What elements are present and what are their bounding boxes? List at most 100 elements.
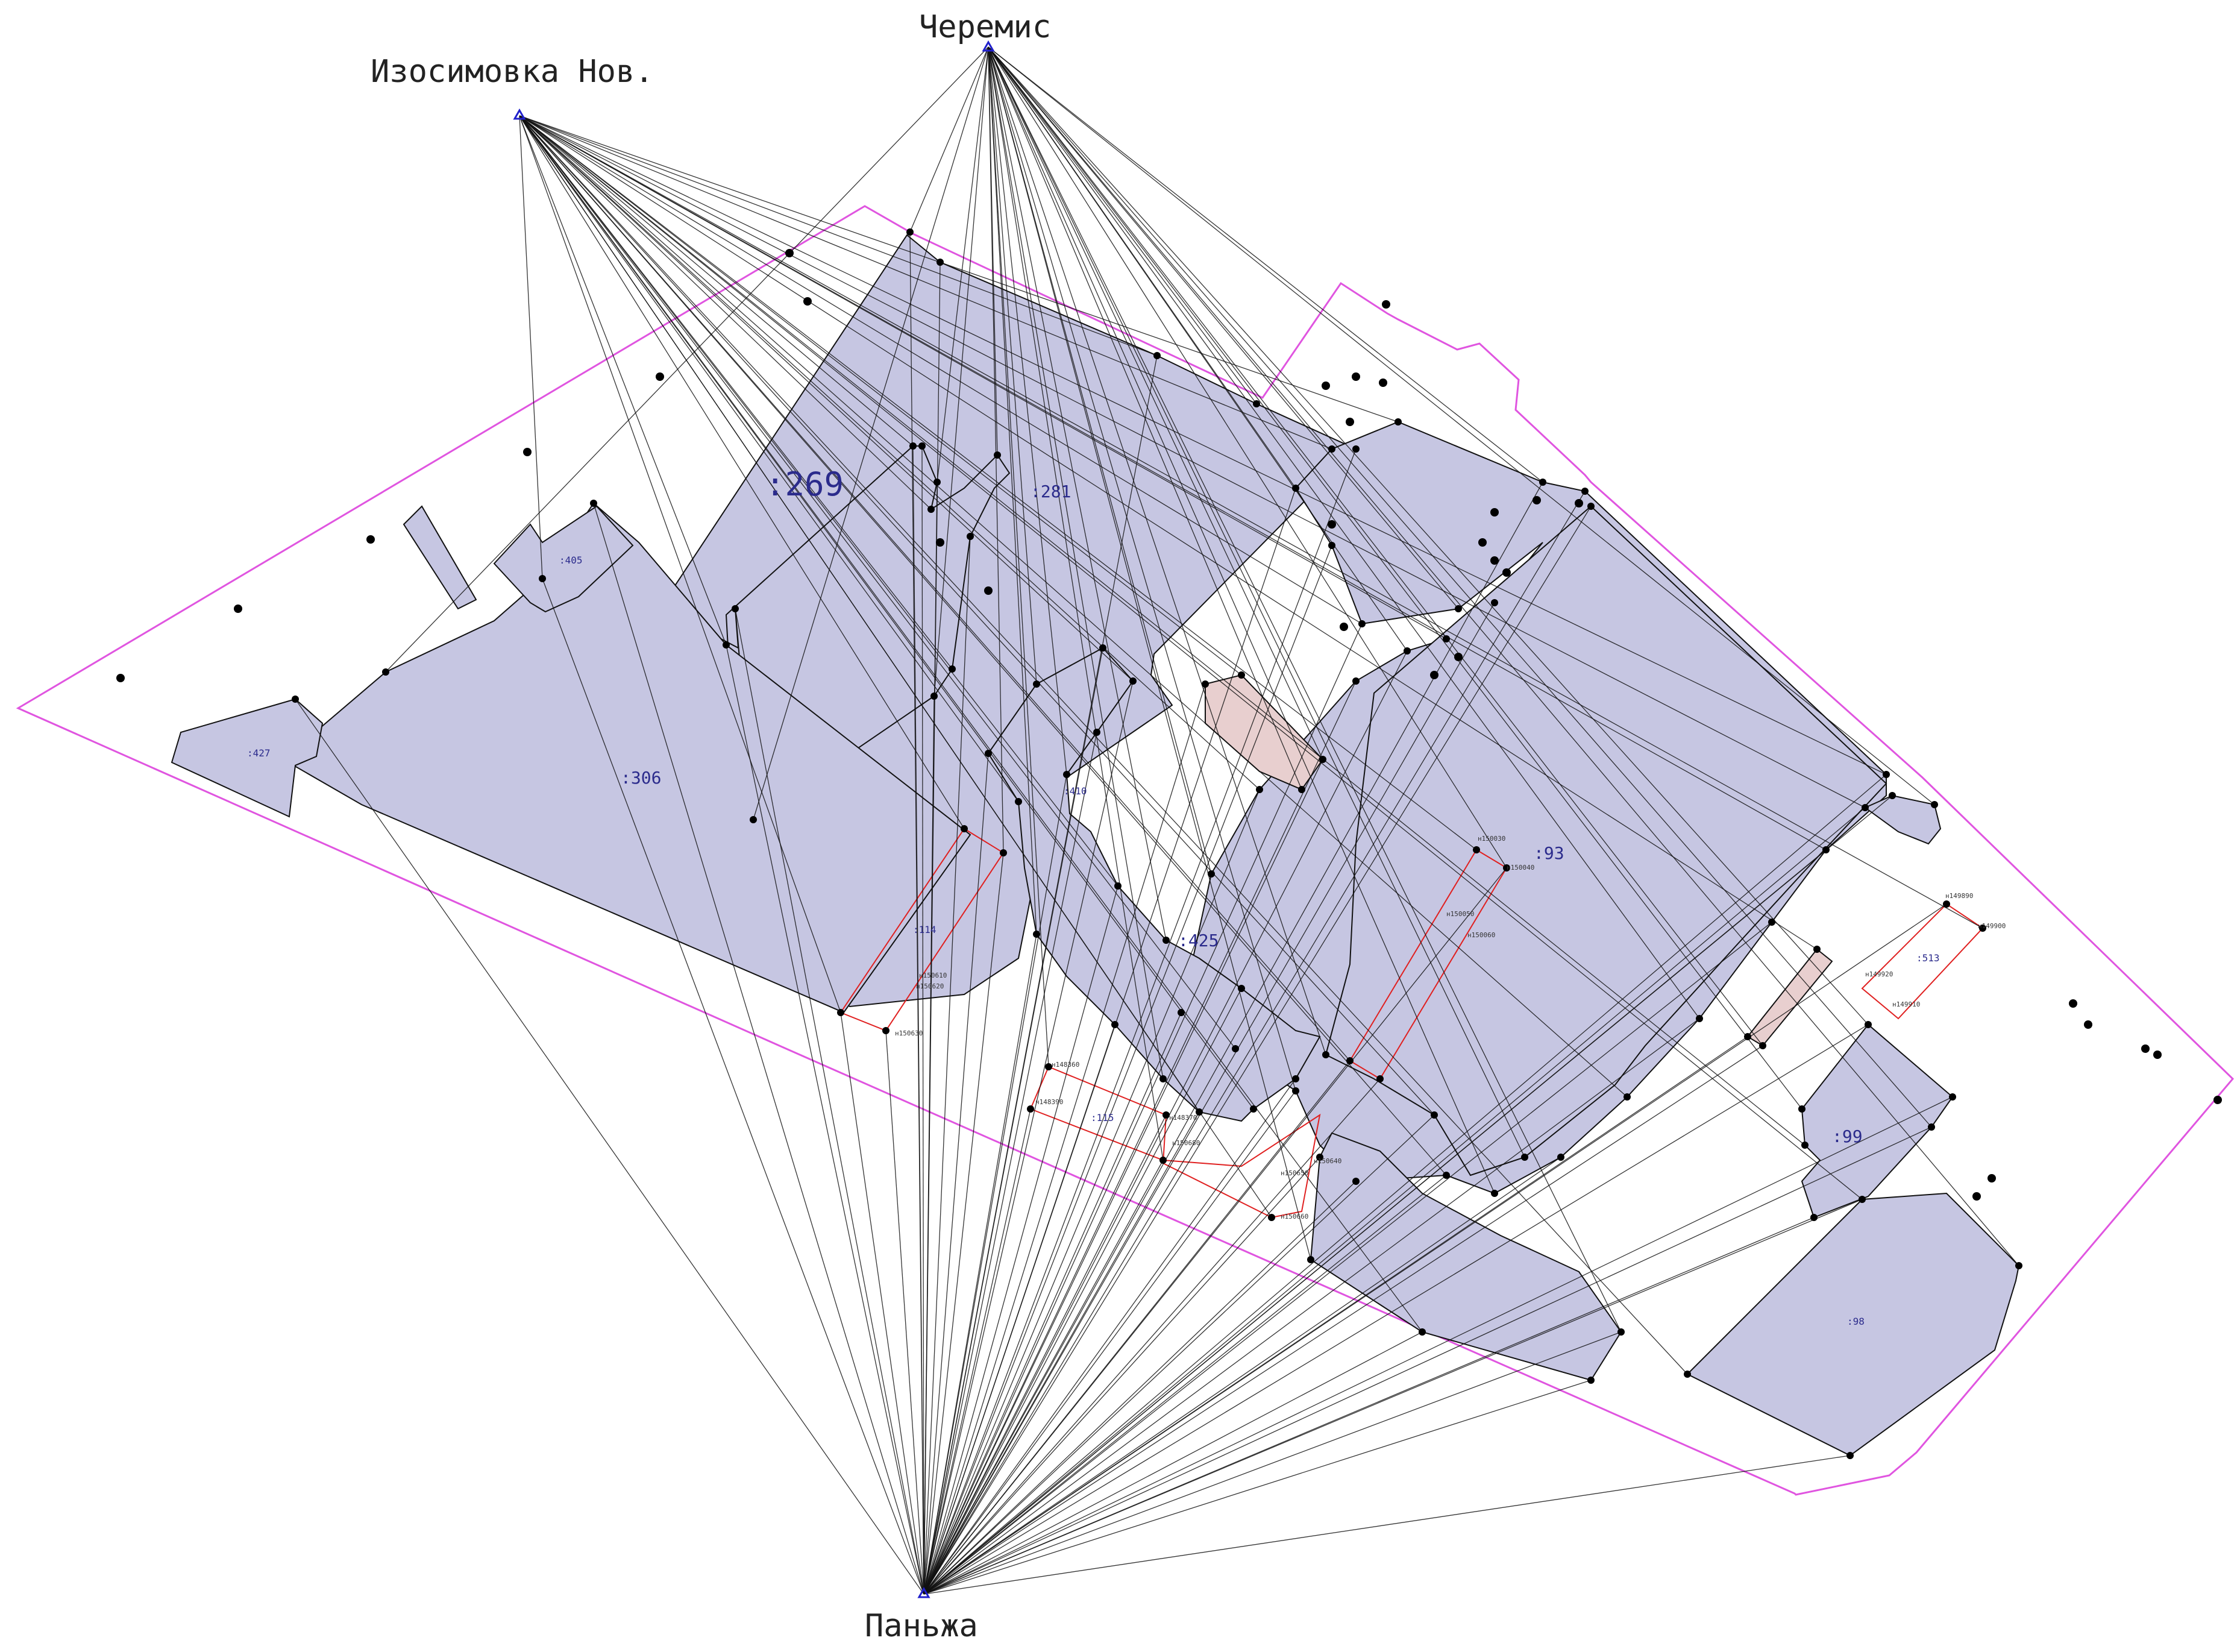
ray-line — [519, 115, 1242, 676]
ray-line — [753, 46, 989, 820]
ray-line — [988, 46, 1763, 1046]
ray-line — [923, 1114, 1435, 1595]
station-label-cheremis: Черемис — [919, 9, 1051, 45]
ray-line — [519, 115, 1863, 1200]
survey-point — [382, 668, 389, 676]
survey-point — [1943, 900, 1950, 908]
ray-line — [988, 46, 1004, 853]
survey-point — [1250, 1105, 1257, 1113]
survey-point — [1328, 445, 1335, 453]
ray-line — [988, 46, 1296, 1091]
survey-point — [1063, 771, 1070, 778]
survey-point — [1316, 1154, 1323, 1161]
ray-line — [988, 46, 2019, 1266]
point-label: н149910 — [1892, 1000, 1920, 1008]
survey-point — [1093, 729, 1100, 736]
ray-line — [988, 46, 1049, 1067]
survey-point — [1208, 870, 1215, 878]
survey-point — [234, 605, 242, 613]
ray-line — [519, 115, 914, 447]
station-panzha-marker — [917, 1586, 930, 1598]
ray-line — [988, 46, 1802, 1110]
survey-point — [1859, 1196, 1866, 1203]
survey-point — [1865, 1021, 1872, 1028]
survey-point — [1322, 382, 1330, 390]
ray-line — [519, 115, 727, 645]
ray-line — [923, 934, 1037, 1595]
ray-line — [519, 115, 1805, 1146]
survey-point — [1238, 985, 1245, 992]
ray-line — [519, 115, 1628, 1098]
survey-point — [1395, 418, 1402, 426]
survey-point — [1162, 937, 1170, 944]
ray-line — [923, 647, 1103, 1595]
ray-line — [909, 46, 989, 233]
survey-point — [837, 1009, 844, 1016]
ray-line — [988, 46, 1302, 790]
parcel-label-427: :427 — [247, 747, 271, 759]
ray-line — [923, 885, 1118, 1595]
survey-point — [1846, 1452, 1854, 1459]
point-label: н149900 — [1978, 922, 2006, 930]
cadastral-boundary — [16, 205, 2235, 1496]
survey-point — [1949, 1093, 1956, 1101]
point-label: н150610 — [919, 972, 947, 979]
ray-line — [923, 789, 1260, 1595]
survey-point — [1292, 1087, 1299, 1095]
parcel-label-405: :405 — [559, 554, 583, 566]
ray-line — [923, 1114, 1167, 1595]
ray-line — [295, 699, 924, 1595]
ray-line — [519, 115, 1134, 682]
ray-line — [923, 1018, 1700, 1595]
survey-point — [1298, 786, 1305, 793]
parcel-label-114: :114 — [913, 924, 936, 935]
parcel-label-306: :306 — [621, 768, 661, 788]
point-label: н150040 — [1507, 864, 1534, 872]
ray-line — [923, 1012, 1182, 1595]
point-label: н148390 — [1035, 1098, 1063, 1106]
survey-point — [1404, 647, 1411, 655]
ray-line — [923, 1126, 1932, 1595]
ray-line — [988, 46, 1037, 935]
parcel-northeast-small — [1864, 794, 1942, 845]
survey-point — [1533, 496, 1541, 504]
survey-point — [967, 533, 974, 540]
ray-line — [936, 46, 989, 483]
survey-point — [1027, 1105, 1034, 1113]
survey-point — [1521, 1154, 1528, 1161]
ray-line — [519, 115, 1260, 790]
survey-point — [918, 442, 926, 450]
survey-point — [1822, 846, 1830, 853]
parcel-label-281: :281 — [1031, 482, 1071, 501]
survey-point — [1801, 1142, 1809, 1149]
survey-point — [656, 372, 664, 381]
ray-line — [923, 680, 1357, 1595]
parcel-306 — [282, 502, 971, 1014]
survey-point — [1328, 542, 1335, 549]
parcel-405 — [493, 505, 634, 613]
ray-line — [885, 1030, 924, 1595]
ray-line — [923, 1181, 1357, 1595]
point-label: н150650 — [1281, 1169, 1308, 1177]
survey-point — [590, 500, 597, 507]
ray-line — [542, 578, 924, 1595]
ray-line — [519, 115, 1827, 850]
station-cheremis-marker — [982, 40, 995, 52]
parcel-410-strip — [403, 505, 477, 610]
ray-line — [519, 115, 1399, 422]
parcel-label-115: :115 — [1091, 1112, 1114, 1123]
survey-point — [1352, 445, 1360, 453]
ray-line — [923, 759, 1323, 1595]
ray-line — [519, 115, 1447, 1176]
survey-point — [1931, 801, 1938, 808]
parcel-label-425: :425 — [1178, 931, 1219, 950]
survey-point — [539, 575, 546, 582]
ray-line — [923, 491, 1586, 1595]
survey-point — [1178, 1009, 1185, 1016]
survey-point — [1928, 1123, 1935, 1131]
survey-point — [1000, 849, 1007, 856]
ray-line — [923, 774, 1887, 1595]
ray-line — [923, 1157, 1320, 1595]
ray-line — [923, 1024, 1869, 1595]
